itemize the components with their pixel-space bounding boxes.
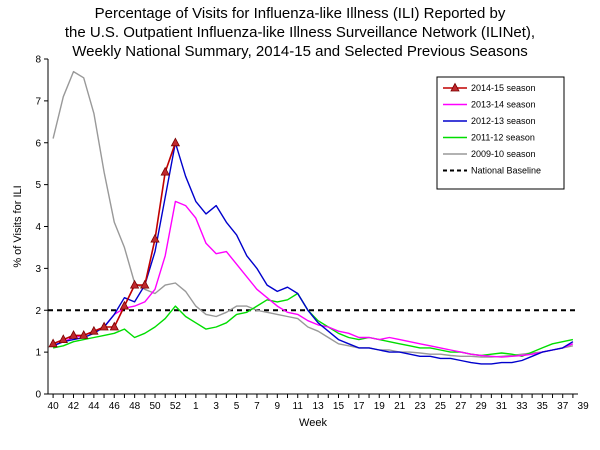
x-tick-label: 42 — [68, 401, 80, 412]
x-tick-label: 3 — [213, 401, 219, 412]
x-tick-label: 35 — [537, 401, 549, 412]
data-point-2014-15-season — [150, 233, 160, 243]
x-tick-label: 21 — [394, 401, 406, 412]
legend-label: National Baseline — [471, 166, 541, 176]
data-point-2014-15-season — [58, 334, 68, 344]
data-point-2014-15-season — [170, 137, 181, 147]
series-line-2009-10-season — [52, 70, 574, 358]
x-tick-label: 23 — [414, 401, 426, 412]
x-tick-label: 11 — [293, 401, 304, 412]
y-axis-label: % of Visits for ILI — [12, 185, 24, 267]
data-point-2014-15-season — [68, 330, 79, 339]
y-tick-label: 1 — [35, 348, 41, 359]
data-point-2014-15-season — [129, 279, 140, 289]
y-tick-label: 5 — [35, 180, 41, 191]
legend-label: 2012-13 season — [471, 116, 536, 126]
legend: 2014-15 season 2013-14 season 2012-13 seas… — [436, 76, 565, 190]
x-tick-label: 46 — [109, 401, 121, 412]
y-tick-label: 2 — [35, 306, 41, 317]
legend-label: 2011-12 season — [471, 133, 535, 143]
y-tick-label: 8 — [35, 55, 41, 66]
x-tick-label: 1 — [193, 401, 199, 412]
x-axis-label: Week — [299, 417, 327, 429]
y-tick-label: 6 — [35, 138, 41, 149]
x-tick-label: 27 — [455, 401, 467, 412]
x-tick-label: 25 — [435, 401, 447, 412]
data-point-2014-15-season — [99, 321, 109, 331]
x-tick-label: 50 — [149, 401, 161, 412]
y-tick-label: 3 — [35, 264, 41, 275]
legend-marker — [450, 82, 460, 92]
x-tick-label: 52 — [170, 401, 182, 412]
x-tick-label: 17 — [353, 401, 365, 412]
y-tick-label: 4 — [35, 222, 41, 233]
data-point-2014-15-season — [140, 279, 150, 289]
data-point-2014-15-season — [79, 330, 89, 339]
x-tick-label: 19 — [374, 401, 386, 412]
series-line-2011-12-season — [52, 292, 574, 357]
title-line-2: the U.S. Outpatient Influenza-like Illne… — [64, 24, 536, 41]
title-line-3: Weekly National Summary, 2014-15 and Sel… — [72, 43, 528, 60]
legend-label: 2013-14 season — [471, 100, 536, 110]
x-tick-label: 31 — [496, 401, 508, 412]
x-tick-label: 39 — [578, 401, 590, 412]
data-point-2014-15-season — [160, 166, 170, 176]
x-tick-label: 15 — [333, 401, 345, 412]
title-line-1: Percentage of Visits for Influenza-like … — [94, 5, 506, 22]
x-tick-label: 5 — [234, 401, 240, 412]
x-tick-label: 48 — [129, 401, 141, 412]
data-point-2014-15-season — [119, 300, 130, 310]
data-point-2014-15-season — [48, 338, 58, 348]
series-line-2012-13-season — [52, 142, 574, 365]
x-tick-label: 29 — [476, 401, 488, 412]
series-line-2013-14-season — [52, 200, 574, 358]
data-point-2014-15-season — [89, 325, 99, 335]
x-tick-label: 13 — [313, 401, 325, 412]
legend-label: 2009-10 season — [471, 149, 536, 159]
y-tick-label: 7 — [35, 96, 41, 107]
x-tick-label: 9 — [275, 401, 281, 412]
x-tick-label: 33 — [516, 401, 528, 412]
chart-title: Percentage of Visits for Influenza-like … — [0, 4, 600, 61]
legend-label: 2014-15 season — [471, 83, 536, 93]
x-tick-label: 7 — [254, 401, 260, 412]
data-point-2014-15-season — [109, 321, 119, 331]
x-tick-label: 44 — [88, 401, 100, 412]
x-tick-label: 40 — [48, 401, 60, 412]
series-layer — [48, 70, 574, 365]
y-tick-label: 0 — [35, 390, 41, 401]
x-tick-label: 37 — [557, 401, 569, 412]
